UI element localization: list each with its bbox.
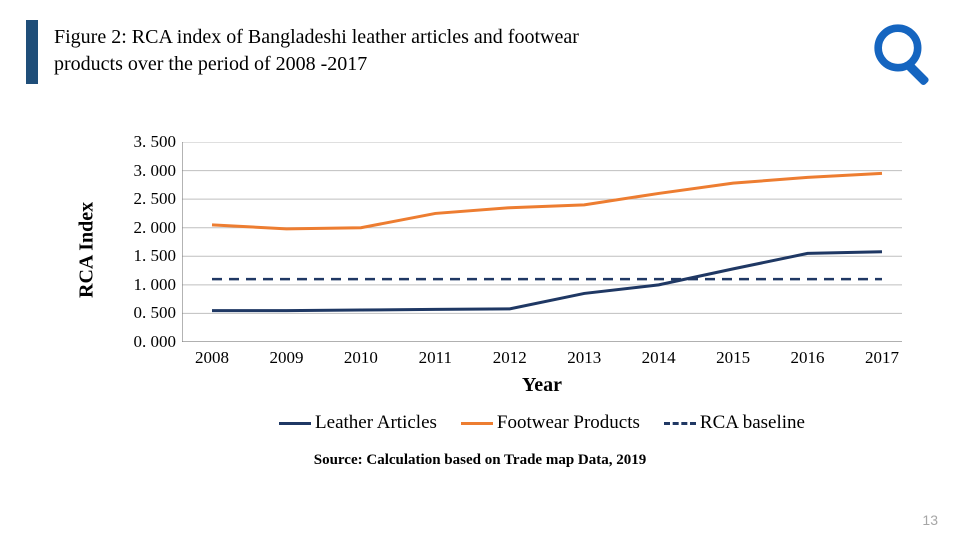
figure-title: Figure 2: RCA index of Bangladeshi leath… xyxy=(26,24,726,78)
chart-plot xyxy=(182,142,902,342)
y-axis-ticks: 3. 5003. 0002. 5002. 0001. 5001. 0000. 5… xyxy=(108,142,176,342)
legend: Leather Articles Footwear Products RCA b… xyxy=(182,412,902,434)
x-tick-label: 2012 xyxy=(493,348,527,368)
y-axis-label: RCA Index xyxy=(72,140,102,360)
page-number: 13 xyxy=(922,512,938,528)
legend-label-leather: Leather Articles xyxy=(315,412,437,434)
legend-item-footwear: Footwear Products xyxy=(461,412,640,434)
y-tick-label: 3. 000 xyxy=(134,161,177,181)
magnifier-icon xyxy=(866,16,942,92)
legend-item-baseline: RCA baseline xyxy=(664,412,805,434)
title-line-1: Figure 2: RCA index of Bangladeshi leath… xyxy=(26,24,726,51)
y-tick-label: 2. 500 xyxy=(134,189,177,209)
x-tick-label: 2016 xyxy=(791,348,825,368)
legend-swatch-leather xyxy=(279,422,311,425)
y-tick-label: 1. 500 xyxy=(134,246,177,266)
y-tick-label: 0. 000 xyxy=(134,332,177,352)
legend-label-footwear: Footwear Products xyxy=(497,412,640,434)
series-footwear-products xyxy=(212,173,882,228)
x-tick-label: 2010 xyxy=(344,348,378,368)
x-tick-label: 2009 xyxy=(269,348,303,368)
x-tick-label: 2017 xyxy=(865,348,899,368)
legend-item-leather: Leather Articles xyxy=(279,412,437,434)
x-tick-label: 2015 xyxy=(716,348,750,368)
x-axis-label: Year xyxy=(182,374,902,397)
x-tick-label: 2013 xyxy=(567,348,601,368)
slide: Figure 2: RCA index of Bangladeshi leath… xyxy=(0,0,960,540)
y-tick-label: 3. 500 xyxy=(134,132,177,152)
series-leather-articles xyxy=(212,252,882,311)
y-tick-label: 2. 000 xyxy=(134,218,177,238)
x-tick-label: 2014 xyxy=(642,348,676,368)
title-line-2: products over the period of 2008 -2017 xyxy=(26,51,726,78)
legend-swatch-footwear xyxy=(461,422,493,425)
legend-swatch-baseline xyxy=(664,422,696,425)
source-note: Source: Calculation based on Trade map D… xyxy=(0,452,960,469)
x-tick-label: 2011 xyxy=(419,348,452,368)
y-tick-label: 1. 000 xyxy=(134,275,177,295)
x-tick-label: 2008 xyxy=(195,348,229,368)
y-tick-label: 0. 500 xyxy=(134,303,177,323)
legend-label-baseline: RCA baseline xyxy=(700,412,805,434)
